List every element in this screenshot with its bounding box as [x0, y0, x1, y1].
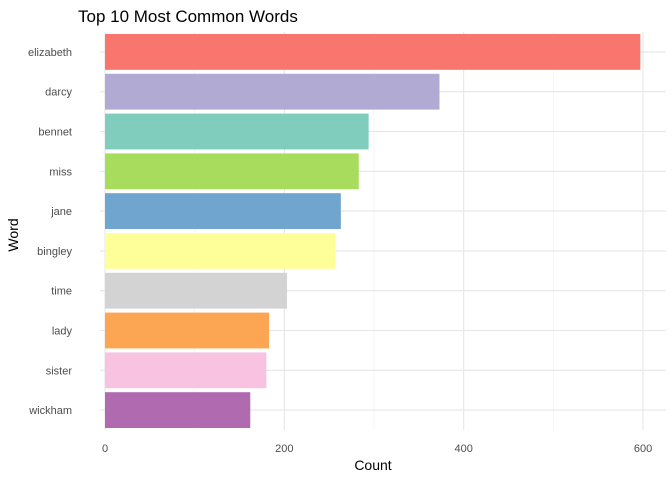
- bar-miss: [105, 153, 359, 190]
- bar-lady: [105, 312, 270, 349]
- y-tick-label-bennet: bennet: [38, 127, 72, 139]
- y-tick-label-lady: lady: [52, 326, 73, 338]
- y-tick-label-jane: jane: [50, 206, 72, 218]
- chart-title: Top 10 Most Common Words: [78, 7, 298, 26]
- bar-wickham: [105, 392, 251, 429]
- x-tick-label-200: 200: [275, 443, 293, 455]
- bar-time: [105, 272, 288, 309]
- y-tick-label-wickham: wickham: [28, 405, 72, 417]
- bar-elizabeth: [105, 33, 641, 70]
- y-tick-label-miss: miss: [49, 166, 72, 178]
- bars: [105, 33, 641, 429]
- y-axis-tick-labels: elizabeth darcy bennet miss jane bingley time l…: [28, 47, 73, 417]
- bar-bingley: [105, 232, 336, 269]
- y-tick-label-elizabeth: elizabeth: [28, 47, 72, 59]
- x-axis-tick-labels: 0 200 400 600: [102, 443, 652, 455]
- y-tick-label-bingley: bingley: [37, 246, 72, 258]
- y-tick-label-darcy: darcy: [45, 87, 72, 99]
- y-tick-label-sister: sister: [46, 365, 73, 377]
- x-tick-label-600: 600: [634, 443, 652, 455]
- x-tick-label-400: 400: [455, 443, 473, 455]
- bar-jane: [105, 193, 341, 230]
- bar-bennet: [105, 113, 369, 150]
- x-axis-title: Count: [354, 457, 391, 473]
- y-axis-title: Word: [5, 218, 21, 251]
- y-tick-label-time: time: [51, 286, 72, 298]
- bar-sister: [105, 352, 267, 389]
- x-tick-label-0: 0: [102, 443, 108, 455]
- bar-darcy: [105, 73, 440, 110]
